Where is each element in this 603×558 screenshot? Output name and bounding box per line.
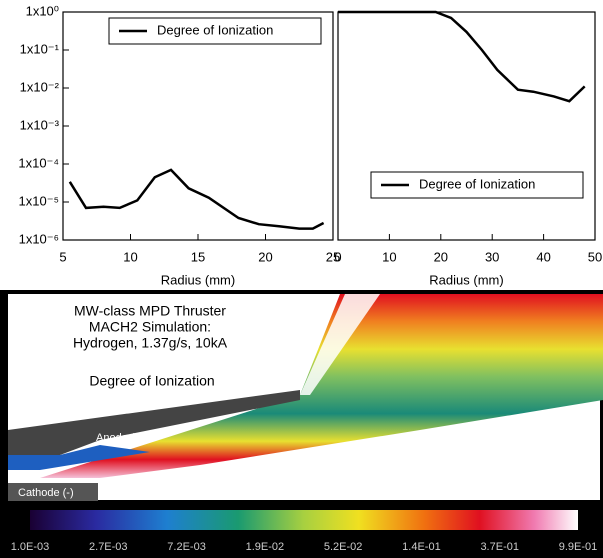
colorbar-label: 1.4E-01: [402, 541, 441, 553]
colorbar-label: 1.0E-03: [11, 541, 50, 553]
cathode: [8, 483, 98, 501]
x-axis-title: Radius (mm): [161, 272, 235, 287]
y-tick-label: 1x10⁰: [26, 3, 59, 18]
y-tick-label: 1x10⁻⁶: [19, 231, 59, 246]
x-tick-label: 20: [258, 249, 272, 264]
x-tick-label: 25: [326, 249, 340, 264]
colorbar: [30, 510, 578, 530]
x-tick-label: 20: [434, 249, 448, 264]
x-tick-label: 15: [191, 249, 205, 264]
x-tick-label: 40: [536, 249, 550, 264]
x-axis-title: Radius (mm): [429, 272, 503, 287]
plot-frame: [337, 11, 596, 241]
x-tick-label: 5: [59, 249, 66, 264]
colorbar-label: 2.7E-03: [89, 541, 128, 553]
sim-title: Hydrogen, 1.37g/s, 10kA: [73, 335, 228, 351]
legend-label: Degree of Ionization: [419, 176, 535, 191]
simulation: MW-class MPD Thruster MACH2 Simulation: …: [0, 290, 603, 558]
x-tick-label: 10: [123, 249, 137, 264]
anode: [8, 390, 300, 455]
legend-label: Degree of Ionization: [157, 22, 273, 37]
data-line: [338, 10, 586, 103]
anode-label: Anode (+): [96, 432, 145, 444]
sim-title: MW-class MPD Thruster: [74, 303, 226, 319]
y-tick-label: 1x10⁻⁴: [18, 155, 59, 170]
colorbar-label: 3.7E-01: [480, 541, 519, 553]
data-line: [68, 168, 325, 230]
y-tick-label: 1x10⁻²: [20, 79, 60, 94]
x-tick-label: 50: [588, 249, 602, 264]
y-tick-label: 1x10⁻¹: [20, 41, 60, 56]
sim-quantity: Degree of Ionization: [89, 373, 214, 389]
plume: [40, 294, 603, 478]
x-tick-label: 10: [382, 249, 396, 264]
plume-edge: [300, 294, 380, 395]
x-tick-label: 30: [485, 249, 499, 264]
colorbar-label: 5.2E-02: [324, 541, 363, 553]
x-tick-label: 0: [334, 249, 341, 264]
sim-title: MACH2 Simulation:: [89, 319, 211, 335]
colorbar-label: 9.9E-01: [559, 541, 598, 553]
colorbar-label: 7.2E-03: [167, 541, 206, 553]
channel-flow: [8, 445, 150, 470]
y-tick-label: 1x10⁻³: [20, 117, 60, 132]
cathode-label: Cathode (-): [18, 487, 74, 499]
colorbar-label: 1.9E-02: [246, 541, 285, 553]
y-tick-label: 1x10⁻⁵: [19, 193, 59, 208]
